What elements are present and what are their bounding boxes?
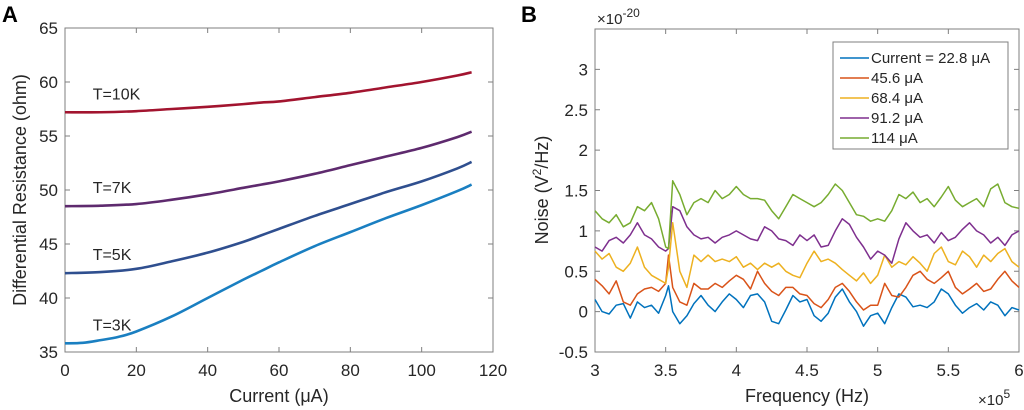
svg-text:Noise (V2/Hz): Noise (V2/Hz) xyxy=(530,136,552,245)
x-tick-label: 4.5 xyxy=(795,361,819,380)
y-tick-label: 2.5 xyxy=(564,101,588,120)
series-group-a xyxy=(64,71,473,345)
curve-label: T=5K xyxy=(93,247,132,264)
panel-b: 3 3.5 4 4.5 5 5.5 6 -0.5 0 0.5 1 1.5 2 2.5 3 Frequency… xyxy=(530,6,1024,409)
y-tick-label: -0.5 xyxy=(559,343,588,362)
legend-entry: 45.6 μA xyxy=(871,70,923,87)
series-line-t-7k xyxy=(64,130,473,208)
x-tick-label: 40 xyxy=(198,361,217,380)
legend: Current = 22.8 μA 45.6 μA 68.4 μA 91.2 μA 11… xyxy=(832,41,1009,150)
series-line-current-22-8-a xyxy=(594,285,1020,327)
legend-entry: Current = 22.8 μA xyxy=(871,50,990,67)
y-axis-label-b-tail: /Hz) xyxy=(532,136,552,169)
y-axis-label-a: Differential Resistance (ohm) xyxy=(10,74,30,306)
curve-label: T=7K xyxy=(93,180,132,197)
y-tick-label: 1.5 xyxy=(564,182,588,201)
series-line-91-2-a xyxy=(594,205,1020,264)
x-tick-label: 20 xyxy=(127,361,146,380)
legend-box xyxy=(832,41,1009,150)
series-line-t-3k xyxy=(64,183,473,345)
y-tick-label: 55 xyxy=(39,127,58,146)
panel-letter-a: A xyxy=(2,2,18,27)
y-exponent-label: ×10-20 xyxy=(597,6,640,28)
x-tick-label: 120 xyxy=(479,361,507,380)
y-tick-label: 35 xyxy=(39,343,58,362)
y-tick-label: 1 xyxy=(579,222,588,241)
y-axis-label-b-base: Noise (V xyxy=(532,175,552,244)
panel-letter-b: B xyxy=(521,2,537,27)
y-tick-label: 40 xyxy=(39,289,58,308)
x-tick-label: 80 xyxy=(341,361,360,380)
axis-ticks-b: 3 3.5 4 4.5 5 5.5 6 -0.5 0 0.5 1 1.5 2 2.5 3 xyxy=(559,29,1024,380)
series-line-t-5k xyxy=(64,160,473,275)
y-tick-label: 60 xyxy=(39,73,58,92)
x-tick-label: 4 xyxy=(732,361,741,380)
x-exponent-label: ×105 xyxy=(978,387,1010,409)
y-axis-label-b: Noise (V2/Hz) xyxy=(530,136,552,245)
y-tick-label: 45 xyxy=(39,235,58,254)
series-line-t-10k xyxy=(64,71,472,114)
x-tick-label: 3 xyxy=(590,361,599,380)
y-tick-label: 50 xyxy=(39,181,58,200)
x-tick-label: 100 xyxy=(407,361,435,380)
curve-label: T=10K xyxy=(93,86,141,103)
y-axis-label-b-sup: 2 xyxy=(530,168,544,175)
x-tick-label: 3.5 xyxy=(654,361,678,380)
series-line-114-a xyxy=(594,180,1020,250)
y-tick-label: 3 xyxy=(579,60,588,79)
x-tick-label: 5 xyxy=(873,361,882,380)
annotations-a: T=10K T=7K T=5K T=3K xyxy=(93,86,141,334)
x-axis-label-b: Frequency (Hz) xyxy=(745,386,869,406)
x-tick-label: 6 xyxy=(1014,361,1023,380)
legend-entry: 68.4 μA xyxy=(871,90,923,107)
x-tick-label: 0 xyxy=(60,361,69,380)
x-tick-label: 5.5 xyxy=(937,361,961,380)
y-tick-label: 0 xyxy=(579,303,588,322)
x-tick-label: 60 xyxy=(270,361,289,380)
series-group-b xyxy=(594,180,1020,327)
axis-ticks-a: 0 20 40 60 80 100 120 35 40 45 50 55 60 65 xyxy=(39,19,507,380)
legend-entry: 91.2 μA xyxy=(871,110,923,127)
y-tick-label: 0.5 xyxy=(564,262,588,281)
y-tick-label: 65 xyxy=(39,19,58,38)
legend-entry: 114 μA xyxy=(871,130,918,147)
x-axis-label-a: Current (μA) xyxy=(229,386,328,406)
series-line-68-4-a xyxy=(594,222,1020,289)
y-tick-label: 2 xyxy=(579,141,588,160)
curve-label: T=3K xyxy=(93,317,132,334)
